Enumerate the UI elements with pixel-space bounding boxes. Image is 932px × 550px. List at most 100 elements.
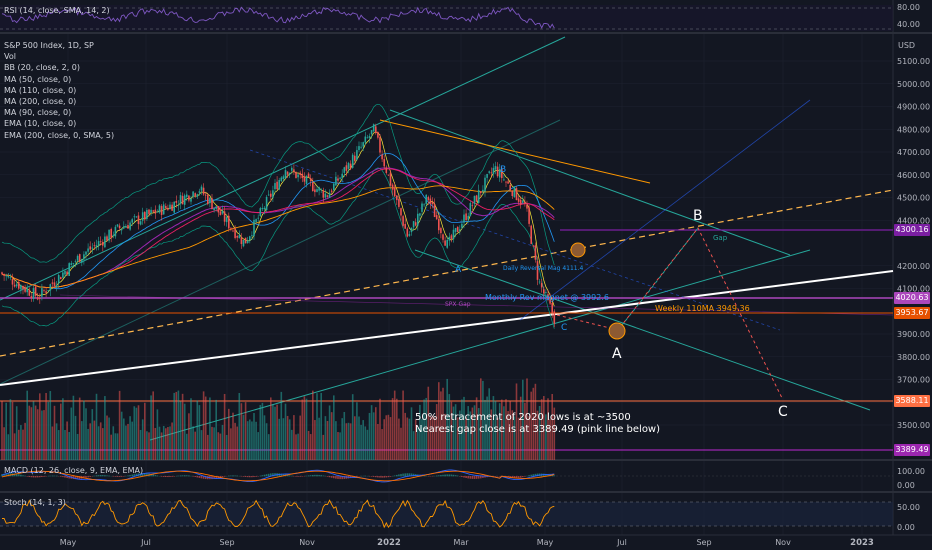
legend-item[interactable]: EMA (200, close, 0, SMA, 5) bbox=[4, 130, 115, 140]
volume-bar bbox=[459, 410, 461, 460]
spx-gap-label: SPX Gap bbox=[445, 301, 471, 308]
volume-bar bbox=[463, 396, 465, 460]
candle-body bbox=[307, 173, 310, 178]
legend-item[interactable]: MA (110, close, 0) bbox=[4, 85, 77, 95]
legend-symbol[interactable]: S&P 500 Index, 1D, SP bbox=[4, 41, 94, 50]
price-tick: 5100.00 bbox=[897, 57, 930, 66]
macd-bar bbox=[387, 476, 390, 478]
volume-bar bbox=[62, 398, 64, 460]
candle-body bbox=[9, 277, 12, 278]
volume-bar bbox=[234, 422, 236, 460]
volume-bar bbox=[330, 412, 333, 460]
candle-body bbox=[55, 285, 58, 288]
macd-bar bbox=[372, 476, 375, 477]
macd-bar bbox=[337, 476, 339, 479]
volume-bar bbox=[1, 401, 3, 460]
legend-item[interactable]: MA (90, close, 0) bbox=[4, 108, 72, 118]
volume-bar bbox=[219, 433, 222, 460]
volume-bar bbox=[469, 411, 472, 460]
macd-bar bbox=[393, 475, 396, 477]
volume-bar bbox=[288, 419, 291, 460]
candle-body bbox=[345, 165, 348, 171]
candle-body bbox=[519, 199, 522, 205]
volume-bar bbox=[339, 432, 341, 460]
candle-body bbox=[538, 281, 541, 283]
volume-bar bbox=[41, 410, 43, 460]
macd-bar bbox=[379, 476, 381, 478]
gap-label: Gap bbox=[713, 234, 728, 242]
macd-bar bbox=[328, 476, 331, 478]
candle-body bbox=[123, 226, 125, 229]
volume-bar bbox=[286, 415, 289, 460]
candle-body bbox=[255, 219, 257, 223]
candle-body bbox=[312, 182, 314, 191]
volume-bar bbox=[318, 417, 320, 460]
macd-bar bbox=[530, 474, 532, 477]
candle-body bbox=[410, 227, 413, 233]
candle-body bbox=[278, 179, 280, 190]
stoch-k-line bbox=[2, 499, 555, 529]
volume-bar bbox=[179, 401, 182, 460]
candle-body bbox=[316, 189, 318, 192]
volume-bar bbox=[461, 399, 463, 460]
price-tick: 4400.00 bbox=[897, 216, 930, 225]
volume-bar bbox=[498, 403, 501, 460]
macd-bar bbox=[398, 474, 400, 477]
candle-body bbox=[492, 167, 495, 175]
candle-body bbox=[114, 226, 117, 237]
candle-body bbox=[286, 171, 289, 175]
legend-item[interactable]: MA (50, close, 0) bbox=[4, 74, 72, 84]
volume-bar bbox=[433, 417, 436, 460]
macd-bar bbox=[519, 476, 522, 478]
elliott-projection bbox=[556, 227, 783, 399]
macd-bar bbox=[477, 476, 480, 479]
macd-bar bbox=[255, 476, 257, 477]
macd-bar bbox=[364, 475, 367, 477]
macd-bar bbox=[129, 475, 131, 477]
candle-body bbox=[265, 196, 268, 211]
volume-bar bbox=[513, 416, 516, 460]
legend-item[interactable]: EMA (10, close, 0) bbox=[4, 119, 77, 129]
macd-bar bbox=[396, 474, 398, 477]
candle-body bbox=[221, 210, 224, 214]
rsi-line bbox=[1, 6, 555, 29]
macd-bar bbox=[51, 475, 54, 477]
volume-bar bbox=[446, 378, 448, 460]
macd-pane: 100.00 0.00 bbox=[0, 467, 925, 490]
candle-body bbox=[400, 208, 402, 216]
candle-body bbox=[486, 173, 488, 178]
legend-item[interactable]: BB (20, close, 2, 0) bbox=[4, 63, 80, 73]
candle-body bbox=[425, 194, 427, 204]
candle-body bbox=[97, 241, 100, 246]
legend-item[interactable]: Vol bbox=[4, 52, 16, 62]
candle-body bbox=[267, 194, 270, 196]
volume-bar bbox=[280, 391, 283, 460]
candle-body bbox=[496, 166, 499, 177]
legend-item[interactable]: MA (200, close, 0) bbox=[4, 97, 77, 107]
volume-bar bbox=[322, 434, 325, 460]
candle-body bbox=[230, 227, 232, 229]
volume-bar bbox=[360, 424, 362, 460]
volume-bar bbox=[127, 423, 129, 460]
volume-bar bbox=[66, 421, 68, 460]
macd-bar bbox=[322, 475, 325, 477]
volume-bar bbox=[93, 420, 96, 460]
dashed-trendline bbox=[0, 189, 894, 357]
volume-bar bbox=[427, 386, 430, 460]
macd-bar bbox=[385, 476, 388, 478]
volume-bar bbox=[396, 398, 398, 460]
macd-tick: 100.00 bbox=[897, 467, 925, 476]
candle-body bbox=[301, 173, 304, 179]
candle-body bbox=[366, 137, 369, 139]
candle-body bbox=[32, 288, 35, 299]
macd-bar bbox=[152, 474, 154, 477]
macd-bar bbox=[461, 476, 463, 477]
macd-bar bbox=[341, 476, 343, 480]
candle-body bbox=[74, 261, 77, 263]
volume-bar bbox=[74, 415, 77, 460]
volume-bar bbox=[186, 433, 188, 460]
volume-bar bbox=[402, 390, 404, 460]
candle-body bbox=[396, 195, 398, 200]
volume-bar bbox=[484, 399, 486, 460]
